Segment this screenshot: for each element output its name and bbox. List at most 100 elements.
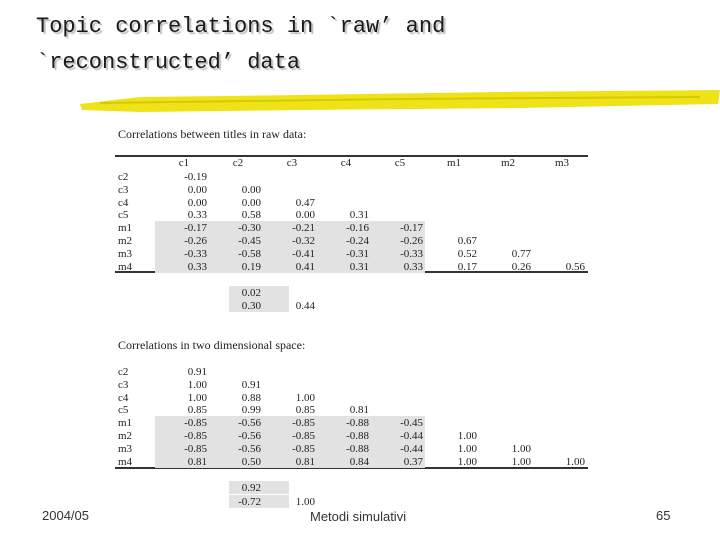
cell: 0.33 [187, 260, 207, 273]
cell: 0.33 [187, 209, 207, 222]
shaded-band [155, 454, 425, 468]
cell: -0.16 [346, 222, 369, 235]
row-label: m4 [118, 260, 133, 273]
cell: -0.17 [184, 222, 207, 235]
cell: -0.85 [184, 442, 207, 455]
shaded-band [229, 495, 289, 508]
shaded-band [229, 299, 289, 312]
cell: -0.41 [292, 247, 315, 260]
title-line: `reconstructed’ data [36, 50, 301, 75]
cell: -0.33 [400, 247, 423, 260]
cell: 0.17 [457, 260, 477, 273]
shaded-band [155, 429, 425, 443]
title-line: Topic correlations in `raw’ and [36, 14, 446, 39]
cell: 0.41 [295, 260, 315, 273]
cell: 0.85 [295, 404, 315, 417]
cell: 0.81 [295, 455, 315, 468]
cell: -0.72 [238, 496, 261, 508]
cell: 0.91 [241, 378, 261, 391]
cell: -0.30 [238, 222, 261, 235]
cell: 1.00 [187, 378, 207, 391]
cell: -0.26 [184, 235, 207, 247]
row-label: m3 [118, 247, 133, 260]
shaded-band [155, 221, 425, 235]
row-label: m4 [118, 455, 133, 468]
cell: -0.85 [184, 417, 207, 430]
cell: -0.26 [400, 235, 423, 247]
cell: 1.00 [511, 455, 531, 468]
cell: 1.00 [187, 391, 207, 404]
row-label: c3 [118, 378, 129, 391]
cell: -0.33 [184, 247, 207, 260]
cell: 0.81 [187, 455, 207, 468]
cell: 1.00 [457, 442, 477, 455]
cell: -0.56 [238, 417, 261, 430]
cell: -0.88 [346, 442, 369, 455]
cell: 0.58 [241, 209, 261, 222]
cell: 0.00 [241, 196, 261, 209]
cell: 1.00 [511, 442, 531, 455]
table-rule [115, 467, 588, 469]
row-label: m3 [118, 442, 133, 455]
cell: -0.24 [346, 235, 369, 247]
cell: 1.00 [457, 455, 477, 468]
column-header: c1 [178, 157, 190, 169]
shaded-band [155, 246, 425, 261]
row-label: m1 [118, 417, 133, 430]
cell: -0.19 [184, 171, 207, 183]
cell: -0.85 [292, 430, 315, 442]
shaded-band [229, 286, 289, 299]
cell: 0.50 [241, 455, 261, 468]
cell: 0.81 [349, 404, 369, 417]
row-label: m2 [118, 235, 133, 247]
cell: 0.77 [511, 247, 531, 260]
cell: -0.85 [184, 430, 207, 442]
row-label: c3 [118, 183, 129, 196]
cell: 0.67 [457, 235, 477, 247]
cell: 0.91 [187, 366, 207, 378]
column-header: c5 [394, 157, 406, 169]
cell: 0.85 [187, 404, 207, 417]
cell: -0.44 [400, 442, 423, 455]
cell: 0.88 [241, 391, 261, 404]
row-label: c5 [118, 404, 129, 417]
cell: -0.85 [292, 442, 315, 455]
column-header: m2 [500, 157, 516, 169]
cell: 1.00 [295, 391, 315, 404]
cell: -0.21 [292, 222, 315, 235]
cell: 0.37 [403, 455, 423, 468]
cell: -0.32 [292, 235, 315, 247]
shaded-band [155, 441, 425, 456]
cell: 0.56 [565, 260, 585, 273]
cell: 1.00 [457, 430, 477, 442]
cell: 1.00 [295, 496, 315, 508]
cell: -0.44 [400, 430, 423, 442]
cell: -0.88 [346, 417, 369, 430]
cell: 0.19 [241, 260, 261, 273]
shaded-band [155, 259, 425, 273]
cell: 0.44 [295, 300, 315, 312]
cell: 0.52 [457, 247, 477, 260]
cell: -0.45 [238, 235, 261, 247]
row-label: c2 [118, 171, 129, 183]
column-header: m3 [554, 157, 570, 169]
shaded-band [155, 234, 425, 248]
cell: 0.84 [349, 455, 369, 468]
row-label: c4 [118, 196, 129, 209]
cell: 0.00 [295, 209, 315, 222]
cell: 0.30 [241, 300, 261, 312]
cell: -0.56 [238, 442, 261, 455]
footer-date: 2004/05 [42, 508, 89, 523]
cell: 0.31 [349, 209, 369, 222]
shaded-band [155, 416, 425, 430]
cell: -0.56 [238, 430, 261, 442]
footer-page: 65 [656, 508, 671, 523]
cell: -0.17 [400, 222, 423, 235]
column-header: c4 [340, 157, 352, 169]
row-label: c4 [118, 391, 129, 404]
table-caption: Correlations between titles in raw data: [118, 127, 307, 141]
cell: 0.02 [241, 287, 261, 299]
column-header: c2 [232, 157, 244, 169]
